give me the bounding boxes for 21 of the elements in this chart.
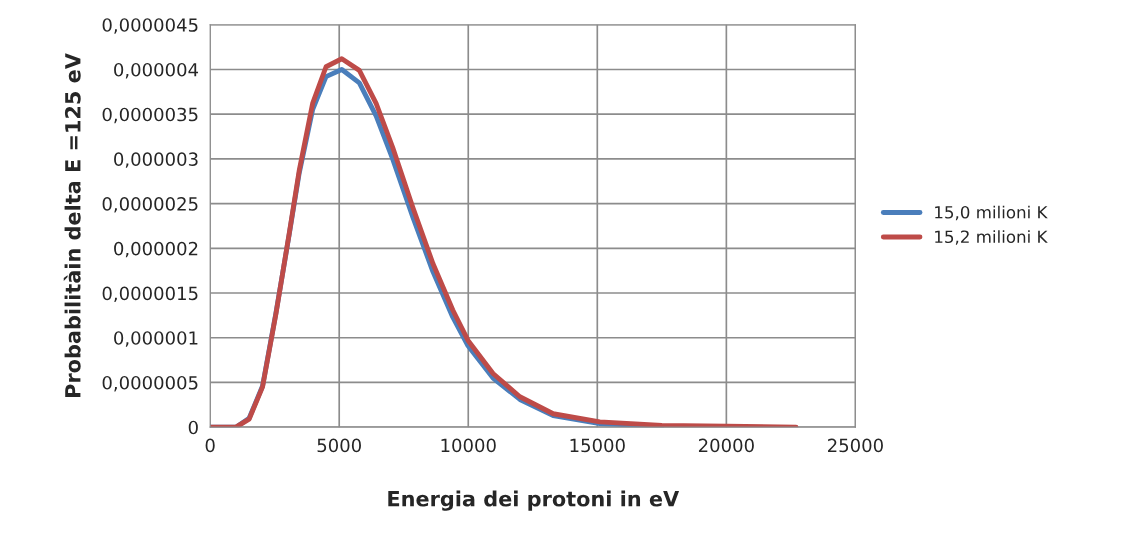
y-tick-label: 0,000004 [114, 62, 199, 79]
x-tick-label: 10000 [441, 438, 496, 453]
y-tick-label: 0,0000005 [102, 375, 198, 392]
x-tick-label: 15000 [570, 438, 625, 453]
y-axis-title: Probabilitàin delta E =125 eV [63, 53, 81, 397]
y-tick-label: 0,000003 [114, 152, 198, 168]
x-axis-title: Energia dei protoni in eV [388, 490, 680, 511]
x-tick-label: 20000 [698, 438, 754, 453]
y-tick-label: 0,0000025 [102, 197, 198, 213]
x-tick-label: 5000 [317, 438, 361, 453]
y-tick-label: 0,0000045 [102, 18, 198, 34]
x-tick-label: 25000 [828, 438, 883, 453]
legend-label: 15,2 milioni K [935, 230, 1048, 245]
legend-label: 15,0 milioni K [935, 205, 1048, 221]
y-tick-label: 0,0000035 [102, 107, 198, 124]
y-tick-label: 0,0000015 [102, 286, 198, 302]
line-series [210, 56, 799, 428]
y-tick-label: 0,000002 [114, 241, 198, 258]
y-tick-label: 0,000001 [114, 331, 198, 347]
y-tick-label: 0 [188, 420, 198, 435]
x-tick-label: 0 [205, 438, 215, 453]
